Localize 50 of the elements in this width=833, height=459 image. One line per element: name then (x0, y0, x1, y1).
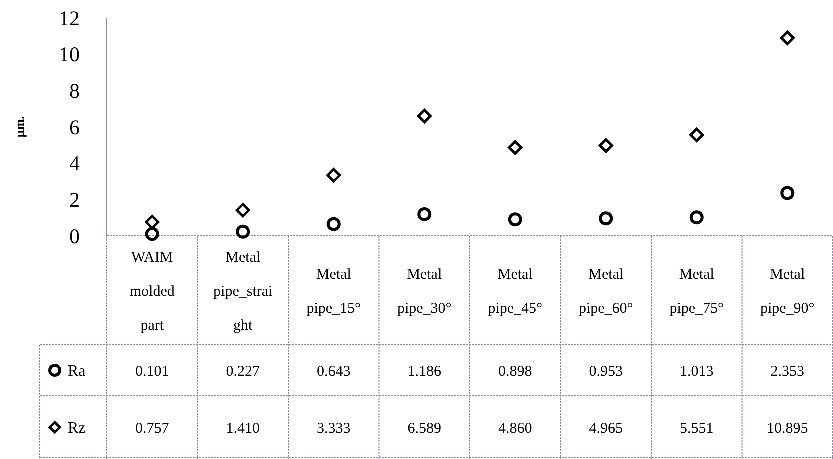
point (326, 168, 342, 183)
data-label: 0.643 (317, 364, 351, 380)
point (236, 203, 250, 218)
data-label: 4.860 (498, 420, 532, 437)
data-label: 3.333 (317, 420, 351, 437)
point (145, 227, 160, 242)
category-label: Metal pipe_60° (578, 266, 634, 317)
point (599, 212, 614, 226)
data-label: 1.013 (680, 364, 714, 380)
y-tick-label: 2 (70, 188, 80, 212)
category-label: Metal pipe_90° (760, 266, 815, 317)
category-label: Metal pipe_straight (214, 250, 273, 334)
y-tick-label: 0 (70, 224, 80, 248)
point (508, 140, 523, 155)
data-label: 0.953 (589, 364, 623, 380)
point (598, 138, 614, 154)
y-tick-label: 4 (70, 152, 80, 176)
data-label: 0.757 (136, 420, 170, 437)
y-tick-label: 10 (59, 42, 80, 67)
data-label: 6.589 (408, 420, 442, 437)
point (145, 215, 160, 230)
point (508, 212, 522, 227)
data-label: 0.898 (498, 364, 532, 380)
category-label: Metal pipe_45° (488, 266, 543, 317)
legend-label: Rz (68, 420, 86, 438)
legend-label: Ra (68, 363, 86, 380)
data-label: 1.186 (408, 364, 442, 380)
data-label: 10.895 (767, 420, 808, 437)
category-label: Metal pipe_15° (306, 266, 362, 317)
data-label: 5.551 (680, 420, 714, 437)
category-label: Metal pipe_75° (670, 266, 724, 317)
y-axis-title: µm. (12, 116, 27, 138)
point (690, 210, 704, 225)
point (780, 186, 795, 200)
data-label: 2.353 (770, 364, 804, 380)
data-label: 0.227 (226, 364, 260, 380)
y-tick-label: 8 (70, 79, 80, 104)
data-label: 1.410 (226, 420, 260, 437)
data-label: 0.101 (136, 364, 170, 380)
point (418, 207, 432, 222)
y-tick-label: 6 (70, 115, 80, 140)
point (690, 128, 704, 142)
category-label: WAIM molded part (130, 250, 175, 334)
point (236, 224, 250, 239)
point (417, 109, 432, 124)
category-label: Metal pipe_30° (397, 266, 452, 317)
point (780, 30, 795, 46)
y-tick-label: 12 (59, 6, 80, 30)
point (326, 217, 341, 232)
data-label: 4.965 (589, 420, 623, 437)
